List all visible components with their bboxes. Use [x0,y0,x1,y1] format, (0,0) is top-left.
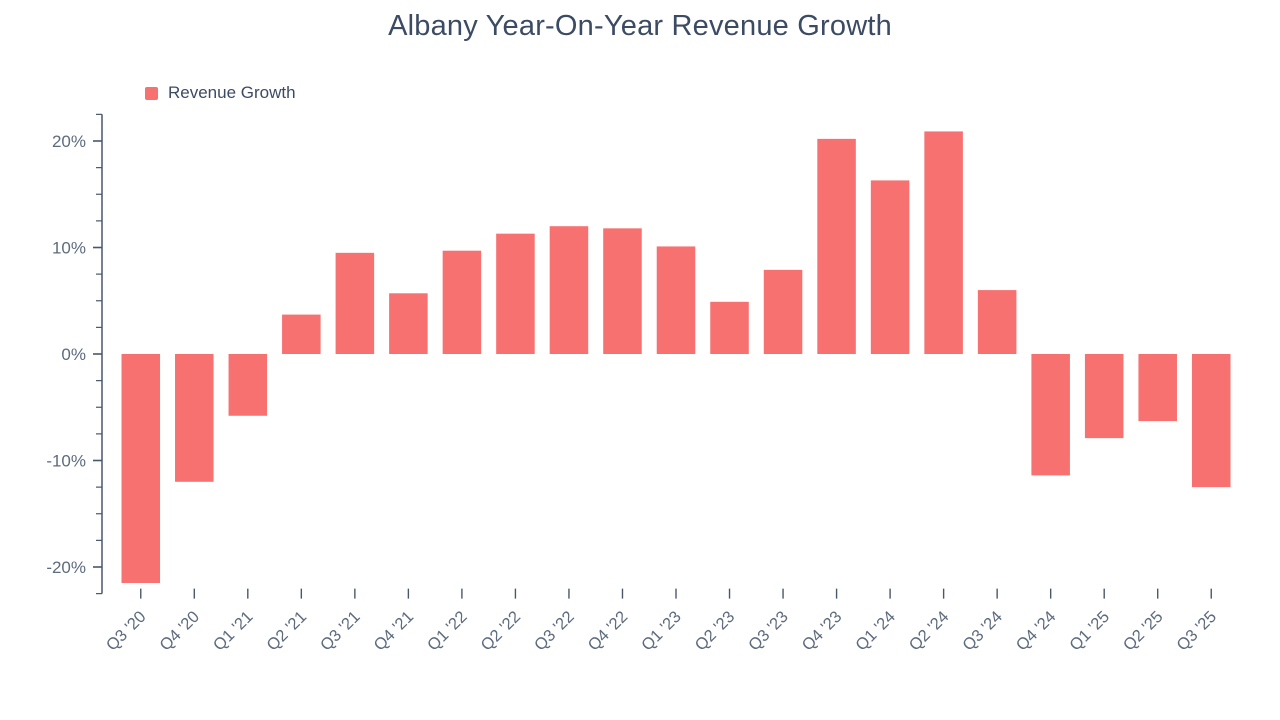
bar-q3-20 [121,354,161,583]
bar-q1-23 [656,246,696,354]
x-tick-label: Q2 '23 [692,608,739,655]
bar-q3-21 [335,252,375,354]
bar-q2-24 [924,131,963,354]
x-tick-label: Q4 '23 [799,608,846,655]
bar-q3-22 [549,226,589,354]
x-tick-label: Q3 '21 [317,608,364,655]
x-tick-label: Q3 '24 [959,608,1006,655]
bar-q3-24 [977,290,1017,354]
bar-q2-21 [282,314,321,354]
x-tick-label: Q3 '25 [1173,608,1220,655]
x-tick-label: Q1 '23 [638,608,685,655]
bar-q4-22 [603,228,642,354]
x-tick-label: Q3 '23 [745,608,792,655]
x-tick-label: Q3 '22 [531,608,578,655]
x-tick-label: Q4 '20 [156,608,203,655]
x-tick-label: Q1 '24 [852,608,899,655]
bar-q3-23 [763,269,803,354]
bar-q1-22 [442,250,482,354]
chart-title: Albany Year-On-Year Revenue Growth [388,10,892,42]
y-tick-label: 20% [52,132,86,151]
x-tick-label: Q1 '21 [210,608,257,655]
bar-q1-21 [228,354,268,416]
x-tick-label: Q1 '25 [1066,608,1113,655]
legend-label: Revenue Growth [168,83,296,102]
x-tick-label: Q2 '22 [478,608,525,655]
legend-swatch [145,86,158,100]
bar-q2-22 [496,233,535,354]
bar-q2-25 [1138,354,1177,422]
bar-q1-24 [870,180,910,354]
bar-q4-24 [1031,354,1070,476]
bar-q4-20 [175,354,214,482]
x-tick-label: Q4 '22 [585,608,632,655]
x-tick-label: Q1 '22 [424,608,471,655]
x-tick-label: Q4 '24 [1013,608,1060,655]
x-tick-label: Q4 '21 [370,608,417,655]
bar-q4-23 [817,138,856,354]
y-tick-label: 10% [52,239,86,258]
bar-q2-23 [710,301,749,354]
x-tick-label: Q2 '24 [906,608,953,655]
x-tick-label: Q2 '25 [1120,608,1167,655]
y-tick-label: 0% [61,345,86,364]
y-tick-label: -20% [46,558,86,577]
x-tick-label: Q3 '20 [103,608,150,655]
bar-q4-21 [389,293,428,354]
bar-q1-25 [1084,354,1124,439]
legend: Revenue Growth [145,83,296,103]
bar-q3-25 [1191,354,1231,488]
x-tick-label: Q2 '21 [263,608,310,655]
y-tick-label: -10% [46,452,86,471]
